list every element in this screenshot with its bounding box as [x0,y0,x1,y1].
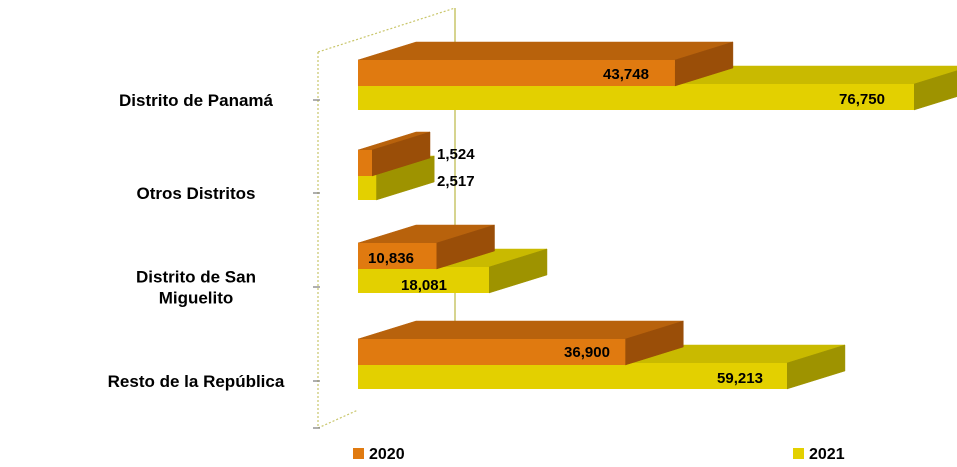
bar-front-face [358,339,626,365]
legend-label: 2021 [809,446,845,463]
labels-group: 43,748 76,750 1,524 2,517 10,836 18,081 36,900… [108,66,885,391]
bar-front-face [358,363,787,389]
bar-front-face [358,243,437,269]
bar-2020-otros-distritos [357,131,431,177]
floor-edge [317,409,359,429]
category-label-resto-de-la-republica: Resto de la República [108,372,285,391]
category-label-distrito-de-san-miguelito: Distrito de San Miguelito [136,268,256,308]
data-label-2021-distrito-de-panama: 76,750 [839,91,885,108]
category-label-otros-distritos: Otros Distritos [136,184,255,203]
bar-side-face [674,41,734,87]
data-label-2021-resto-de-la-republica: 59,213 [717,370,763,387]
legend-swatch [793,448,804,459]
legend-item-2020: 2020 [353,446,405,463]
legend: 2020 2021 [353,446,845,463]
data-label-2021-distrito-de-san-miguelito: 18,081 [401,277,447,294]
category-label-distrito-de-panama: Distrito de Panamá [119,91,274,110]
bar-front-face [358,84,914,110]
data-label-2021-otros-distritos: 2,517 [437,173,475,190]
data-label-2020-distrito-de-panama: 43,748 [603,66,649,83]
legend-label: 2020 [369,446,405,463]
bar-2020-resto-de-la-republica [357,320,684,366]
legend-item-2021: 2021 [793,446,845,463]
bar-2020-distrito-de-panama [357,41,734,87]
legend-swatch [353,448,364,459]
bar-front-face [358,150,372,176]
bar-front-face [358,60,675,86]
bars-group [357,41,957,390]
bar-front-face [358,174,377,200]
data-label-2020-resto-de-la-republica: 36,900 [564,344,610,361]
bar-2020-distrito-de-san-miguelito [357,224,495,270]
data-label-2020-otros-distritos: 1,524 [437,146,475,163]
bar-top-face [357,41,733,61]
data-label-2020-distrito-de-san-miguelito: 10,836 [368,250,414,267]
bar-front-face [358,267,489,293]
